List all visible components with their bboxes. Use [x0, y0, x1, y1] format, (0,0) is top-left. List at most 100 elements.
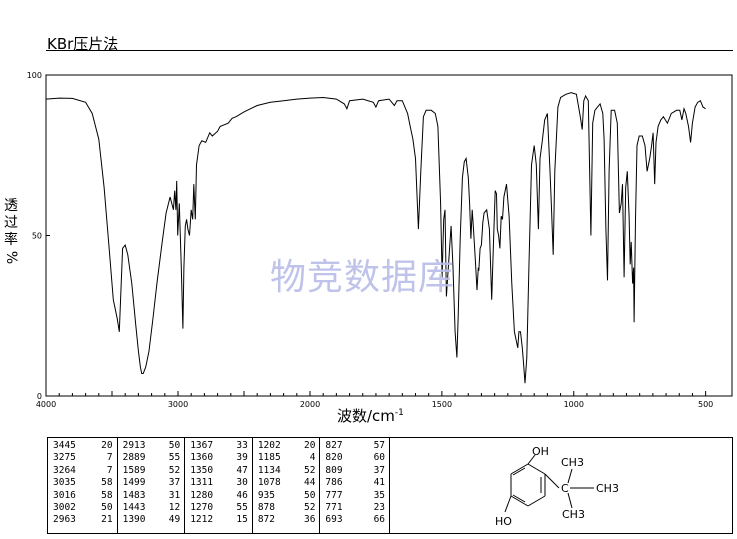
peak-transmittance: 30: [236, 477, 248, 489]
x-tick-label: 4000: [36, 400, 56, 409]
peak-transmittance: 20: [303, 440, 316, 451]
peak-wavenumber: 935: [257, 489, 275, 501]
peak-transmittance: 46: [236, 489, 248, 501]
peak-wavenumber: 3016: [53, 489, 76, 501]
peak-transmittance: 57: [373, 440, 386, 451]
peak-table-row: 872 36: [258, 514, 316, 526]
peak-wavenumber: 771: [325, 502, 343, 514]
peak-wavenumber: 1270: [190, 502, 214, 514]
peak-transmittance: 35: [373, 489, 386, 501]
molecule-structure: OH HO C CH3 CH3 CH3: [495, 445, 619, 528]
peak-transmittance: 39: [236, 452, 248, 464]
peak-wavenumber: 2889: [122, 452, 146, 464]
peak-table-column: 3445 20 3275 7 3264 7 3035 58 3016 58 3002 50 2963 21: [48, 438, 118, 533]
peak-transmittance: 66: [373, 514, 386, 526]
peak-transmittance: 37: [373, 464, 386, 476]
title-divider: [46, 50, 733, 51]
structure-panel: OH HO C CH3 CH3 CH3: [389, 437, 733, 534]
x-tick-label: 1500: [432, 400, 452, 409]
y-axis-label: 透过率%: [2, 198, 20, 266]
peak-transmittance: 47: [236, 464, 248, 476]
peak-wavenumber: 693: [325, 514, 343, 526]
peak-table-row: 3002 50: [53, 502, 113, 514]
watermark: 物竞数据库: [270, 257, 456, 298]
y-tick-label: 0: [37, 392, 42, 401]
peak-table-column: 2913 50 2889 55 1589 52 1499 37 1483 31 1443 12 1390…: [118, 438, 186, 533]
peak-table-row: 1443 12: [123, 502, 181, 514]
peak-transmittance: 52: [303, 502, 316, 514]
peak-transmittance: 52: [303, 464, 316, 476]
peak-wavenumber: 777: [325, 489, 343, 501]
peak-wavenumber: 3445: [53, 440, 76, 451]
peak-table-row: 1212 15: [190, 514, 248, 526]
peak-wavenumber: 1078: [257, 477, 281, 489]
peak-wavenumber: 1360: [190, 452, 214, 464]
peak-wavenumber: 1280: [190, 489, 214, 501]
peak-table-row: 1280 46: [190, 490, 248, 502]
peak-wavenumber: 1350: [190, 464, 214, 476]
x-axis-label-exponent: -1: [394, 408, 404, 418]
peak-transmittance: 58: [101, 477, 113, 489]
peak-table-row: 935 50: [258, 490, 316, 502]
peak-transmittance: 50: [101, 502, 113, 514]
peak-table-row: 1360 39: [190, 452, 248, 464]
peak-transmittance: 41: [373, 477, 386, 489]
peak-table-row: 1499 37: [123, 477, 181, 489]
peak-table-row: 878 52: [258, 502, 316, 514]
peak-wavenumber: 1443: [122, 502, 146, 514]
x-tick-label: 1000: [564, 400, 584, 409]
peak-table: 3445 20 3275 7 3264 7 3035 58 3016 58 3002 50 2963 21…: [47, 437, 390, 534]
peak-wavenumber: 786: [325, 477, 343, 489]
peak-transmittance: 55: [236, 502, 248, 514]
peak-table-row: 786 41: [325, 477, 385, 489]
peak-table-row: 3016 58: [53, 490, 113, 502]
peak-table-column: 1202 20 1185 4 1134 52 1078 44 935 50 878 52 872 36: [253, 438, 321, 533]
peak-wavenumber: 1499: [122, 477, 146, 489]
peak-wavenumber: 3264: [53, 464, 76, 476]
peak-table-column: 1367 33 1360 39 1350 47 1311 30 1280 46 1270 55 1212…: [185, 438, 253, 533]
peak-table-row: 3035 58: [53, 477, 113, 489]
peak-transmittance: 7: [106, 452, 113, 464]
peak-table-row: 771 23: [325, 502, 385, 514]
peak-wavenumber: 1202: [257, 440, 281, 451]
peak-transmittance: 60: [373, 452, 386, 464]
peak-transmittance: 7: [106, 464, 113, 476]
peak-transmittance: 49: [168, 514, 181, 526]
peak-wavenumber: 1589: [122, 464, 146, 476]
peak-table-row: 1134 52: [258, 465, 316, 477]
peak-transmittance: 20: [101, 440, 113, 451]
peak-wavenumber: 820: [325, 452, 343, 464]
peak-table-row: 3264 7: [53, 465, 113, 477]
y-axis-label-char: 透: [4, 198, 18, 214]
peak-table-row: 1311 30: [190, 477, 248, 489]
y-tick-label: 100: [27, 71, 42, 80]
peak-transmittance: 55: [168, 452, 181, 464]
peak-table-row: 777 35: [325, 490, 385, 502]
page-title: KBr压片法: [47, 35, 119, 53]
peak-table-row: 1078 44: [258, 477, 316, 489]
peak-wavenumber: 1185: [257, 452, 281, 464]
peak-transmittance: 37: [168, 477, 181, 489]
peak-table-row: 1589 52: [123, 465, 181, 477]
peak-transmittance: 36: [303, 514, 316, 526]
peak-wavenumber: 1367: [190, 440, 214, 451]
peak-table-row: 820 60: [325, 452, 385, 464]
peak-wavenumber: 1483: [122, 489, 146, 501]
y-axis-label-char: %: [3, 250, 20, 265]
x-tick-label: 2000: [300, 400, 320, 409]
peak-wavenumber: 1212: [190, 514, 214, 526]
peak-table-row: 2889 55: [123, 452, 181, 464]
peak-table-row: 1390 49: [123, 514, 181, 526]
x-axis-label-text: 波数/cm: [337, 407, 395, 425]
peak-table-row: 1483 31: [123, 490, 181, 502]
peak-table-row: 693 66: [325, 514, 385, 526]
peak-transmittance: 50: [303, 489, 316, 501]
hydroxyl-label-top: OH: [532, 445, 549, 458]
peak-wavenumber: 3035: [53, 477, 76, 489]
y-axis-label-char: 过: [4, 215, 18, 231]
quaternary-carbon-label: C: [561, 482, 569, 495]
peak-table-column: 827 57 820 60 809 37 786 41 777 35 771 23 693 66: [320, 438, 389, 533]
peak-transmittance: 21: [101, 514, 113, 526]
